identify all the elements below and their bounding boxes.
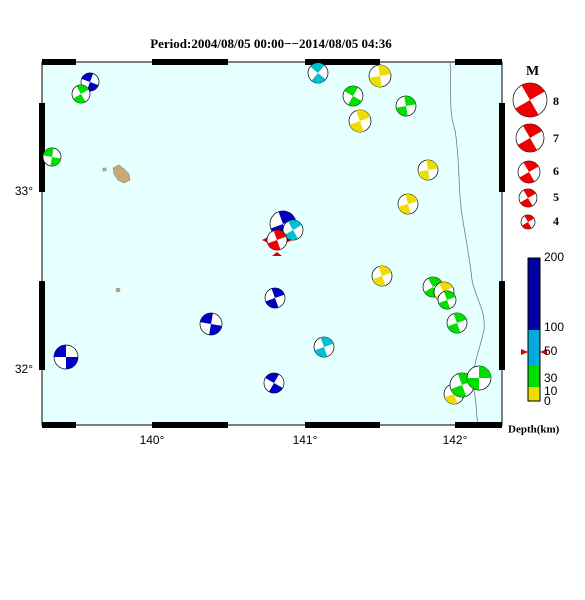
lon-label: 141°: [293, 433, 318, 447]
beachball: [398, 194, 418, 214]
beachball: [424, 277, 442, 297]
magnitude-label: 6: [553, 164, 559, 178]
frame-ticks: [39, 59, 505, 428]
beachball: [349, 110, 371, 133]
beachball: [43, 148, 61, 166]
magnitude-label: 4: [553, 214, 559, 228]
magnitude-label: 5: [553, 190, 559, 204]
beachball: [519, 160, 539, 184]
beachball: [521, 214, 535, 230]
lat-label: 32°: [15, 362, 33, 376]
magnitude-label: 8: [553, 94, 559, 108]
depth-label: 10: [544, 384, 558, 398]
coastline: [449, 61, 485, 426]
depth-scale: [521, 257, 547, 402]
depth-label: 100: [544, 320, 564, 334]
beachball: [73, 85, 89, 103]
beachball: [265, 373, 283, 394]
beachball: [515, 82, 545, 117]
beachball: [310, 62, 326, 84]
magnitude-title: M: [526, 64, 539, 79]
focal-mechanisms: [42, 62, 548, 405]
beachball: [418, 159, 438, 181]
beachball: [81, 72, 99, 92]
beachball: [369, 65, 391, 88]
beachball: [344, 86, 362, 107]
magnitude-label: 7: [553, 131, 559, 145]
beachball: [517, 124, 543, 152]
beachball: [284, 220, 302, 241]
lat-label: 33°: [15, 184, 33, 198]
beachball: [54, 345, 78, 369]
beachball: [265, 288, 285, 308]
beachball: [314, 337, 334, 357]
lon-label: 140°: [140, 433, 165, 447]
beachball: [447, 313, 467, 333]
depth-label: 0: [544, 394, 551, 408]
lon-label: 142°: [443, 433, 468, 447]
beachball: [267, 230, 287, 251]
beachball: [438, 290, 456, 310]
depth-label: 30: [544, 371, 558, 385]
title: Period:2004/08/05 00:00−−2014/08/05 04:3…: [150, 36, 392, 51]
beachball: [200, 313, 222, 335]
islands: [102, 164, 131, 293]
beachball: [520, 189, 536, 208]
depth-label: 50: [544, 344, 558, 358]
beachball: [467, 366, 491, 390]
depth-title: Depth(km): [508, 424, 560, 436]
depth-label: 200: [544, 250, 564, 264]
beachball: [372, 266, 392, 286]
beachball: [396, 96, 416, 116]
